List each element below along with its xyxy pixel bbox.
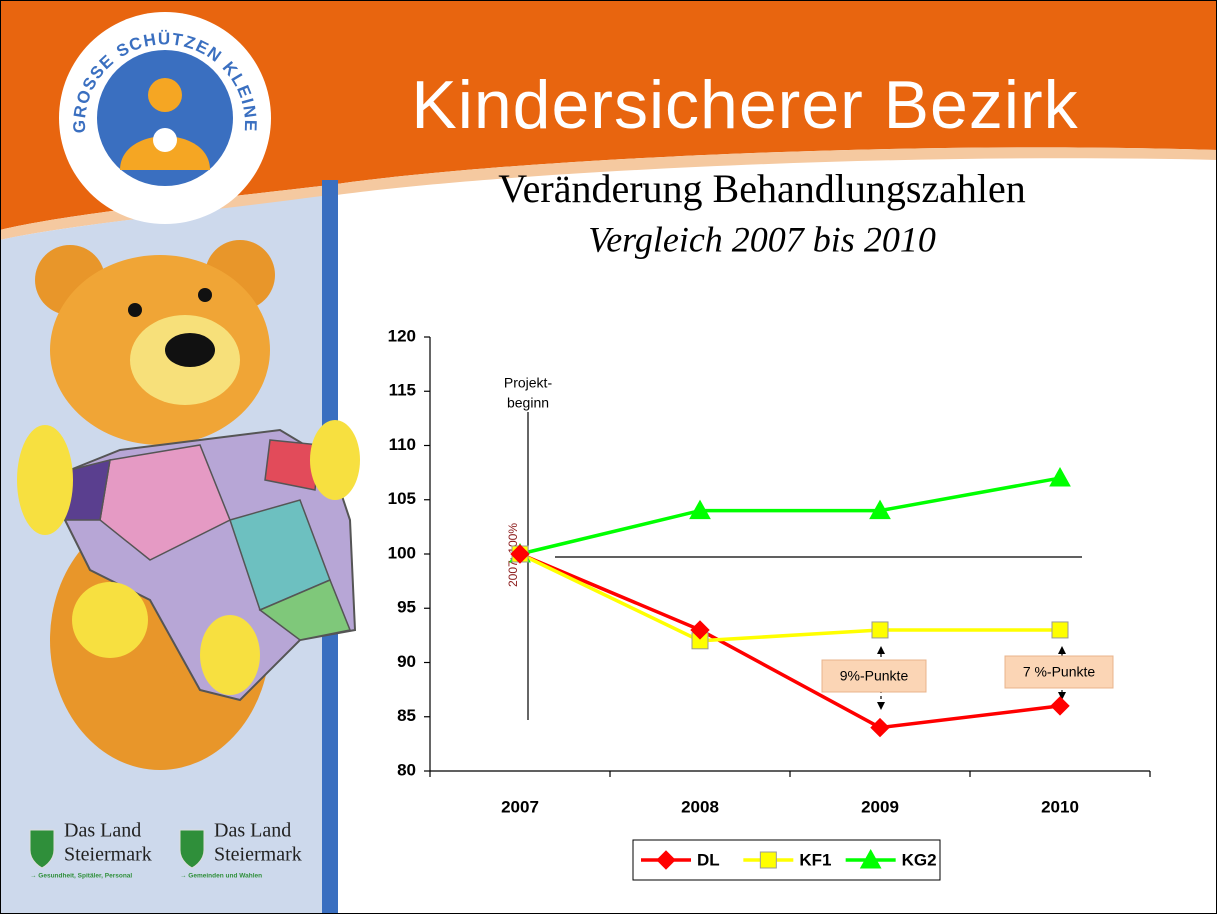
x-tick-label: 2007: [501, 797, 539, 816]
y-tick-label: 110: [389, 435, 416, 454]
y-tick-label: 80: [397, 760, 416, 779]
banner-title: Kindersicherer Bezirk: [411, 67, 1078, 143]
bear-illustration: [17, 240, 360, 770]
marker: [1051, 621, 1069, 639]
x-tick-label: 2009: [861, 797, 899, 816]
marker: [759, 851, 777, 869]
project-start-label: beginn: [507, 395, 549, 411]
logo-line2: Steiermark: [64, 844, 152, 866]
series-line: [519, 552, 1061, 730]
gap-label: 9%-Punkte: [840, 668, 909, 684]
legend-label: KF1: [799, 850, 831, 869]
y-tick-label: 85: [397, 706, 416, 725]
marker: [656, 850, 676, 870]
state-logo-1: Das Land Steiermark → Gesundheit, Spitäl…: [29, 820, 152, 880]
logo-sub: → Gemeinden und Wahlen: [180, 873, 262, 880]
marker: [1049, 467, 1071, 487]
legend-label: DL: [697, 850, 720, 869]
marker: [859, 848, 882, 869]
series-line: [519, 476, 1061, 556]
project-start-label: Projekt-: [504, 375, 553, 391]
marker: [1050, 696, 1070, 716]
marker: [870, 717, 890, 738]
legend-label: KG2: [902, 850, 937, 869]
y-tick-label: 90: [397, 652, 416, 671]
marker: [869, 499, 891, 520]
logo-head: [148, 78, 182, 112]
gap-annotation: 9%-Punkte: [821, 646, 927, 710]
x-tick-label: 2008: [681, 797, 719, 816]
logo-line2: Steiermark: [214, 844, 302, 866]
logo-line1: Das Land: [64, 820, 141, 842]
marker: [871, 621, 889, 639]
banner: [0, 0, 1217, 230]
gap-label: 7 %-Punkte: [1023, 664, 1096, 680]
logo-child: [153, 128, 177, 152]
marker: [510, 544, 530, 564]
x-tick-label: 2010: [1041, 797, 1079, 816]
banner-edge: [0, 147, 1217, 240]
logo-line1: Das Land: [214, 820, 291, 842]
marker: [689, 499, 711, 520]
plot: 80 85 90 95 100 105 110 115 120 2007 2008 2009 2010 D…: [388, 326, 1151, 881]
y-tick-label: 105: [388, 489, 416, 508]
gap-annotation: 7 %-Punkte: [1004, 646, 1114, 700]
logo-body: [120, 136, 210, 170]
state-logo-2: Das Land Steiermark → Gemeinden und Wahl…: [179, 820, 302, 880]
marker: [690, 620, 710, 640]
y-tick-label: 100: [388, 543, 416, 562]
y-tick-label: 95: [397, 598, 416, 617]
series-line: [519, 552, 1060, 643]
y-tick-label: 120: [388, 326, 416, 345]
chart-subtitle: Vergleich 2007 bis 2010: [588, 219, 936, 259]
chart-title: Veränderung Behandlungszahlen: [498, 166, 1026, 211]
y-tick-label: 115: [389, 381, 416, 400]
logo-sub: → Gesundheit, Spitäler, Personal: [30, 873, 132, 880]
